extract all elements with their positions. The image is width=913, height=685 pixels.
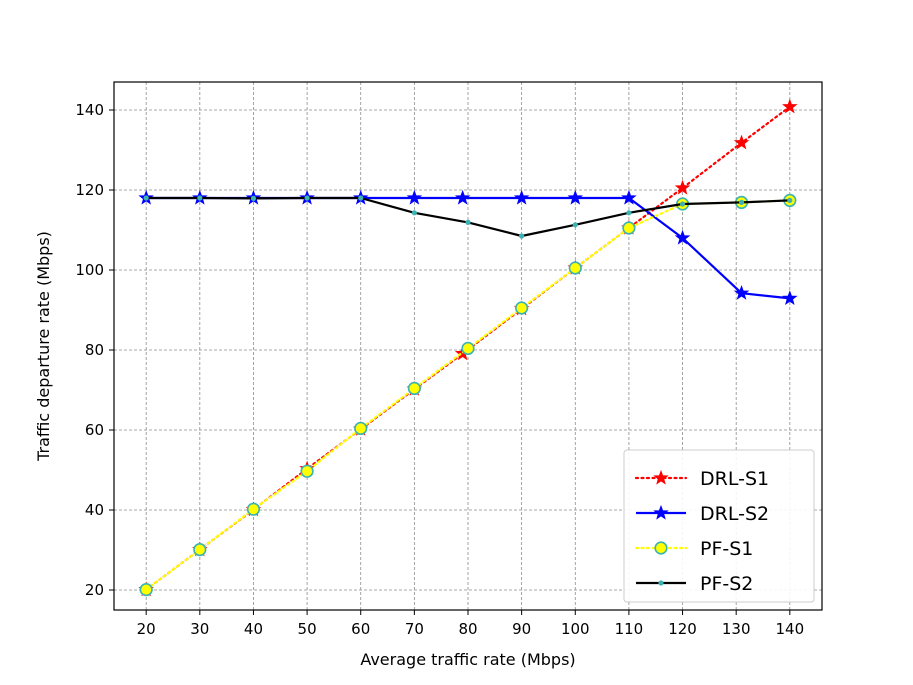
x-tick-label: 110 bbox=[615, 620, 644, 638]
legend-label-pf-s1: PF-S1 bbox=[700, 538, 753, 560]
x-axis-label: Average traffic rate (Mbps) bbox=[360, 650, 575, 669]
y-tick-label: 20 bbox=[85, 581, 104, 599]
data-point-pf-s2 bbox=[626, 210, 632, 216]
x-tick-label: 80 bbox=[458, 620, 477, 638]
series-pf-s2 bbox=[143, 195, 793, 239]
x-tick-label: 130 bbox=[722, 620, 751, 638]
data-point-pf-s1 bbox=[622, 221, 636, 235]
data-point-drl-s1 bbox=[674, 179, 691, 195]
data-point-drl-s2 bbox=[621, 189, 637, 205]
x-tick-label: 40 bbox=[244, 620, 263, 638]
data-point-pf-s2 bbox=[738, 199, 745, 205]
data-point-pf-s2 bbox=[304, 195, 310, 201]
data-point-pf-s1 bbox=[193, 542, 207, 557]
data-point-pf-s2 bbox=[143, 195, 149, 201]
data-point-pf-s1 bbox=[461, 341, 475, 356]
series-layer bbox=[138, 98, 798, 597]
data-point-pf-s2 bbox=[572, 222, 578, 228]
y-tick-label: 120 bbox=[75, 181, 104, 199]
legend-marker-pf-s1 bbox=[654, 541, 668, 555]
legend-entry-drl-s2: DRL-S2 bbox=[636, 503, 769, 525]
y-axis-label: Traffic departure rate (Mbps) bbox=[34, 231, 53, 462]
data-point-drl-s1 bbox=[733, 134, 750, 150]
data-point-pf-s1 bbox=[407, 381, 421, 396]
legend-marker-drl-s1 bbox=[653, 469, 669, 485]
x-tick-label: 20 bbox=[137, 620, 156, 638]
legend: DRL-S1 DRL-S2 PF-S1 PF-S2 bbox=[623, 449, 815, 603]
data-point-pf-s1 bbox=[246, 502, 261, 516]
data-point-drl-s2 bbox=[406, 189, 423, 205]
x-tick-label: 100 bbox=[561, 620, 590, 638]
data-point-drl-s2 bbox=[513, 189, 530, 205]
legend-label-pf-s2: PF-S2 bbox=[700, 573, 753, 595]
data-point-pf-s1 bbox=[354, 421, 368, 436]
data-point-pf-s1 bbox=[568, 261, 582, 275]
legend-label-drl-s1: DRL-S1 bbox=[700, 468, 769, 490]
legend-entry-pf-s2: PF-S2 bbox=[636, 573, 753, 595]
y-tick-label: 60 bbox=[85, 421, 104, 439]
x-tick-label: 140 bbox=[775, 620, 804, 638]
y-tick-label: 140 bbox=[75, 101, 104, 119]
data-point-drl-s1 bbox=[782, 98, 798, 114]
data-point-pf-s1 bbox=[515, 301, 529, 315]
data-point-drl-s2 bbox=[782, 290, 798, 306]
legend-label-drl-s2: DRL-S2 bbox=[700, 503, 769, 525]
x-tick-label: 60 bbox=[351, 620, 370, 638]
data-point-drl-s2 bbox=[567, 189, 584, 205]
y-tick-label: 100 bbox=[75, 261, 104, 279]
axis-ticks: 20 30 40 50 60 70 80 90 100 110 120 130 140 20 40 60 80 1… bbox=[75, 101, 804, 638]
x-tick-label: 50 bbox=[298, 620, 317, 638]
data-point-pf-s2 bbox=[358, 195, 364, 201]
data-point-drl-s2 bbox=[674, 229, 691, 245]
legend-entries: DRL-S1 DRL-S2 PF-S1 PF-S2 bbox=[634, 468, 769, 595]
y-tick-label: 40 bbox=[85, 501, 104, 519]
data-point-pf-s2 bbox=[679, 201, 686, 207]
data-point-pf-s1 bbox=[300, 464, 314, 478]
data-point-pf-s2 bbox=[411, 210, 417, 216]
x-tick-label: 120 bbox=[668, 620, 697, 638]
legend-marker-drl-s2 bbox=[653, 504, 669, 520]
data-point-pf-s2 bbox=[465, 219, 471, 225]
x-tick-label: 70 bbox=[405, 620, 424, 638]
data-point-pf-s2 bbox=[197, 195, 203, 201]
data-point-pf-s2 bbox=[787, 197, 793, 203]
data-point-drl-s2 bbox=[454, 189, 471, 205]
legend-entry-drl-s1: DRL-S1 bbox=[634, 468, 769, 490]
legend-box bbox=[623, 449, 815, 603]
data-point-pf-s2 bbox=[250, 195, 257, 201]
data-point-pf-s1 bbox=[139, 582, 153, 597]
x-tick-label: 30 bbox=[190, 620, 209, 638]
data-point-drl-s2 bbox=[733, 285, 750, 300]
x-tick-label: 90 bbox=[512, 620, 531, 638]
data-point-pf-s2 bbox=[519, 233, 525, 239]
legend-entry-pf-s1: PF-S1 bbox=[634, 538, 753, 560]
y-tick-label: 80 bbox=[85, 341, 104, 359]
legend-marker-pf-s2 bbox=[658, 580, 664, 586]
